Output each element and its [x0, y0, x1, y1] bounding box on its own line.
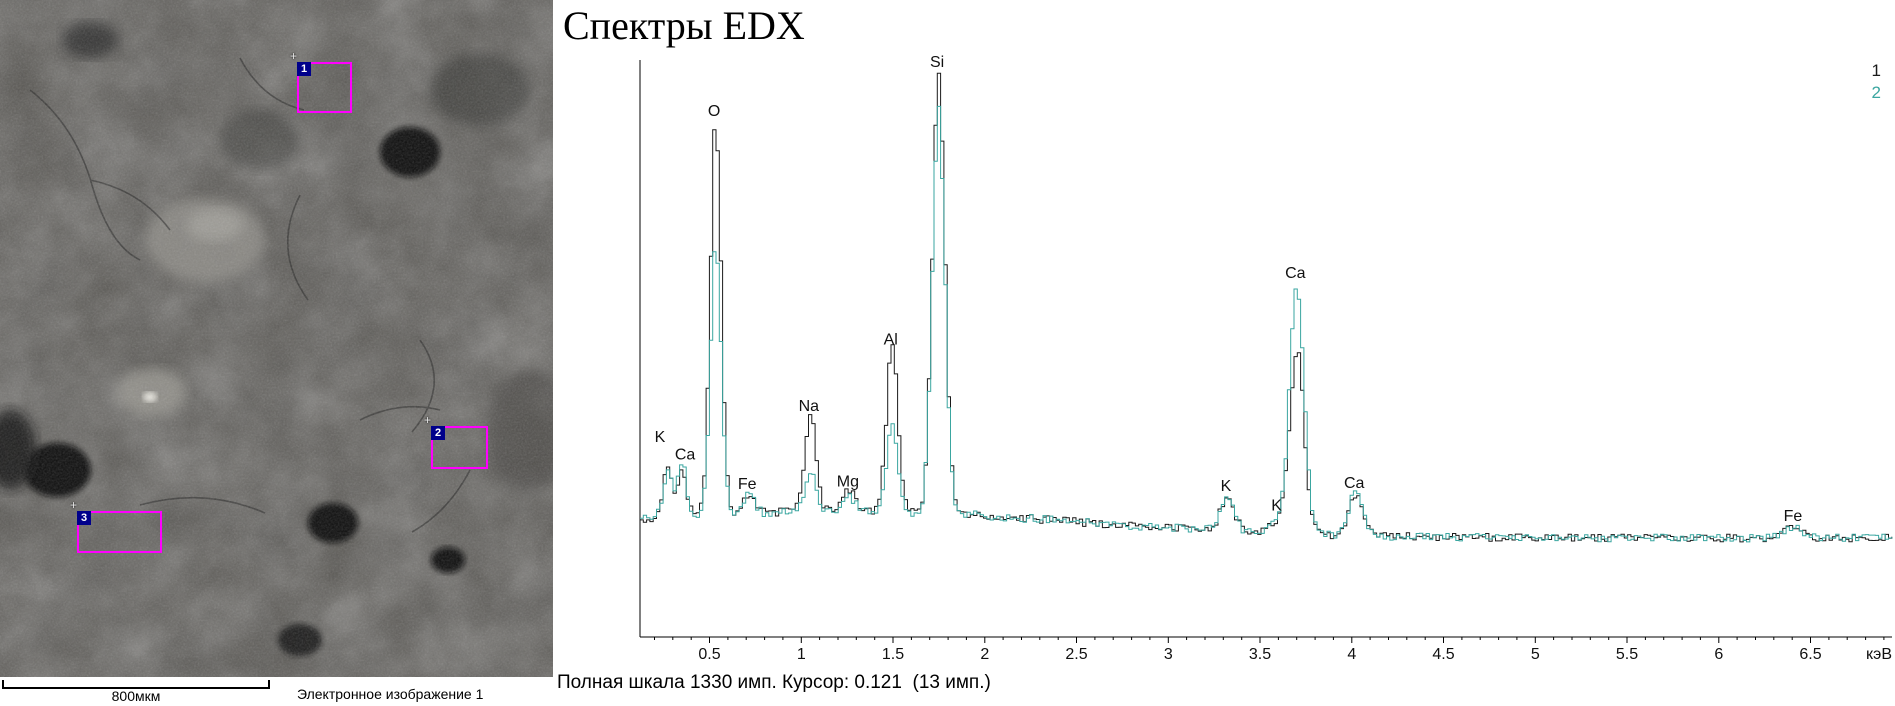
- x-tick-label: 4: [1347, 646, 1356, 663]
- sem-caption: Электронное изображение 1: [297, 686, 484, 702]
- x-tick-label: 5: [1531, 646, 1540, 663]
- sem-footer: 800мкм Электронное изображение 1: [0, 677, 553, 706]
- chart-title: Спектры EDX: [563, 3, 805, 48]
- peak-label-Fe: Fe: [1784, 508, 1803, 525]
- scale-bar: 800мкм: [2, 680, 270, 704]
- x-tick-label: 0.5: [698, 646, 720, 663]
- x-tick-label: 4.5: [1432, 646, 1454, 663]
- x-tick-label: 1: [797, 646, 806, 663]
- x-tick-label: 1.5: [882, 646, 904, 663]
- roi-region-2[interactable]: +2: [424, 413, 488, 469]
- x-tick-label: 3: [1164, 646, 1173, 663]
- peak-label-Ca: Ca: [1344, 475, 1365, 492]
- roi-anchor-cross-icon: +: [424, 413, 432, 427]
- spectrum-legend: 1 2: [1872, 60, 1881, 104]
- roi-anchor-cross-icon: +: [70, 498, 78, 512]
- status-bar: Полная шкала 1330 имп. Курсор: 0.121 (13…: [557, 672, 991, 693]
- spectrum-series-1: [640, 72, 1893, 543]
- legend-item-spectrum-2[interactable]: 2: [1871, 83, 1881, 102]
- peak-label-Ca: Ca: [1285, 265, 1306, 282]
- sem-texture-grain: [0, 0, 553, 677]
- peak-label-Si: Si: [930, 54, 944, 71]
- peak-label-Ca: Ca: [675, 447, 696, 464]
- roi-region-1[interactable]: +1: [290, 49, 352, 113]
- x-tick-label: 3.5: [1249, 646, 1271, 663]
- peak-label-Mg: Mg: [837, 473, 859, 490]
- sem-image-panel: +1 +2 +3 800мкм Электронное изображение 1: [0, 0, 553, 706]
- x-tick-label: 2.5: [1065, 646, 1087, 663]
- roi-anchor-cross-icon: +: [290, 49, 298, 63]
- roi-label: 3: [77, 511, 91, 525]
- peak-label-K: K: [1221, 478, 1232, 495]
- x-tick-label: 6: [1714, 646, 1723, 663]
- roi-layer: +1 +2 +3: [0, 0, 553, 677]
- peak-label-O: O: [708, 103, 720, 120]
- sem-image[interactable]: [0, 0, 553, 677]
- scale-bar-label: 800мкм: [111, 688, 161, 704]
- x-tick-label: 6.5: [1799, 646, 1821, 663]
- x-tick-label: 5.5: [1616, 646, 1638, 663]
- spectrum-series-2: [640, 105, 1893, 543]
- roi-label: 2: [431, 426, 445, 440]
- peak-label-Fe: Fe: [738, 476, 757, 493]
- peak-label-K: K: [655, 429, 666, 446]
- roi-label: 1: [297, 62, 311, 76]
- peak-label-K: K: [1271, 498, 1282, 515]
- peak-label-Na: Na: [799, 398, 820, 415]
- spectrum-chart[interactable]: 0.5 1 1.5 2 2.5 3 3.5 4 4.5 5 5.5 6 6.5 кэВ K Ca O Fe Na Mg…: [553, 0, 1895, 706]
- roi-region-3[interactable]: +3: [70, 498, 162, 553]
- legend-item-spectrum-1[interactable]: 1: [1871, 61, 1881, 80]
- edx-spectrum-panel: Спектры EDX 1 2 0.5 1 1.5 2 2.5 3 3.5 4 4.5 5 5.5 6…: [553, 0, 1895, 706]
- x-axis-unit-label: кэВ: [1866, 646, 1892, 663]
- x-tick-label: 2: [980, 646, 989, 663]
- peak-label-Al: Al: [884, 331, 898, 348]
